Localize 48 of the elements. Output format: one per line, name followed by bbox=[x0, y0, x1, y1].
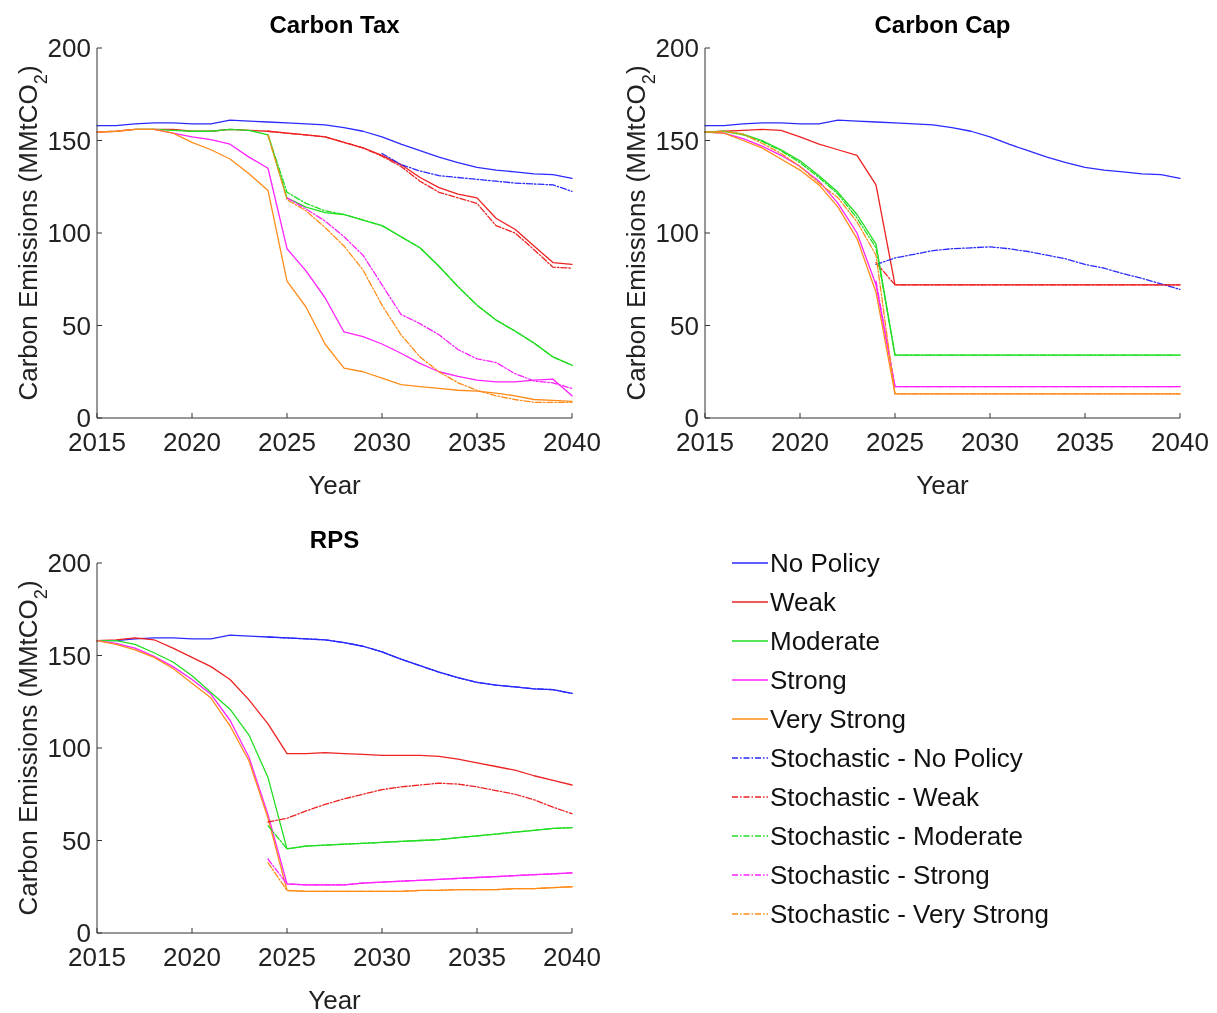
x-tick-label: 2030 bbox=[353, 942, 411, 972]
legend-label: Stochastic - No Policy bbox=[770, 743, 1023, 773]
x-tick-label: 2025 bbox=[258, 942, 316, 972]
x-tick-label: 2040 bbox=[1151, 427, 1209, 457]
x-tick-label: 2030 bbox=[353, 427, 411, 457]
legend-label: Very Strong bbox=[770, 704, 906, 734]
legend-label: No Policy bbox=[770, 548, 880, 578]
x-tick-label: 2035 bbox=[1056, 427, 1114, 457]
line-series bbox=[267, 782, 573, 823]
legend-label: Stochastic - Strong bbox=[770, 860, 990, 890]
x-axis-title: Year bbox=[916, 470, 970, 500]
y-tick-label: 100 bbox=[47, 218, 91, 248]
y-tick-label: 100 bbox=[47, 733, 91, 763]
y-tick-label: 200 bbox=[47, 33, 91, 63]
x-tick-label: 2040 bbox=[543, 942, 601, 972]
legend-label: Moderate bbox=[770, 626, 880, 656]
line-series bbox=[704, 119, 1181, 180]
x-tick-label: 2040 bbox=[543, 427, 601, 457]
x-tick-label: 2030 bbox=[961, 427, 1019, 457]
legend-label: Weak bbox=[770, 587, 837, 617]
line-series bbox=[96, 119, 573, 180]
legend-label: Stochastic - Moderate bbox=[770, 821, 1023, 851]
chart-title: Carbon Cap bbox=[874, 11, 1011, 38]
y-tick-label: 150 bbox=[655, 125, 699, 156]
x-tick-label: 2035 bbox=[448, 427, 506, 457]
x-tick-label: 2020 bbox=[163, 942, 221, 972]
legend-label: Stochastic - Very Strong bbox=[770, 899, 1049, 929]
y-tick-label: 50 bbox=[62, 825, 91, 856]
x-tick-label: 2025 bbox=[258, 427, 316, 457]
x-tick-label: 2035 bbox=[448, 942, 506, 972]
chart-title: RPS bbox=[309, 526, 360, 553]
chart-title: Carbon Tax bbox=[269, 11, 401, 38]
y-tick-label: 50 bbox=[670, 310, 699, 341]
y-tick-label: 150 bbox=[47, 640, 91, 671]
y-tick-label: 150 bbox=[47, 125, 91, 156]
x-axis-title: Year bbox=[308, 470, 362, 500]
y-tick-label: 200 bbox=[47, 548, 91, 578]
line-series bbox=[381, 152, 573, 193]
legend-label: Stochastic - Weak bbox=[770, 782, 981, 812]
line-series bbox=[875, 246, 1181, 291]
y-tick-label: 200 bbox=[655, 33, 699, 63]
y-tick-label: 50 bbox=[62, 310, 91, 341]
y-tick-label: 100 bbox=[655, 218, 699, 248]
x-tick-label: 2025 bbox=[866, 427, 924, 457]
x-axis-title: Year bbox=[308, 985, 362, 1013]
x-tick-label: 2020 bbox=[771, 427, 829, 457]
legend-label: Strong bbox=[770, 665, 847, 695]
x-tick-label: 2020 bbox=[163, 427, 221, 457]
